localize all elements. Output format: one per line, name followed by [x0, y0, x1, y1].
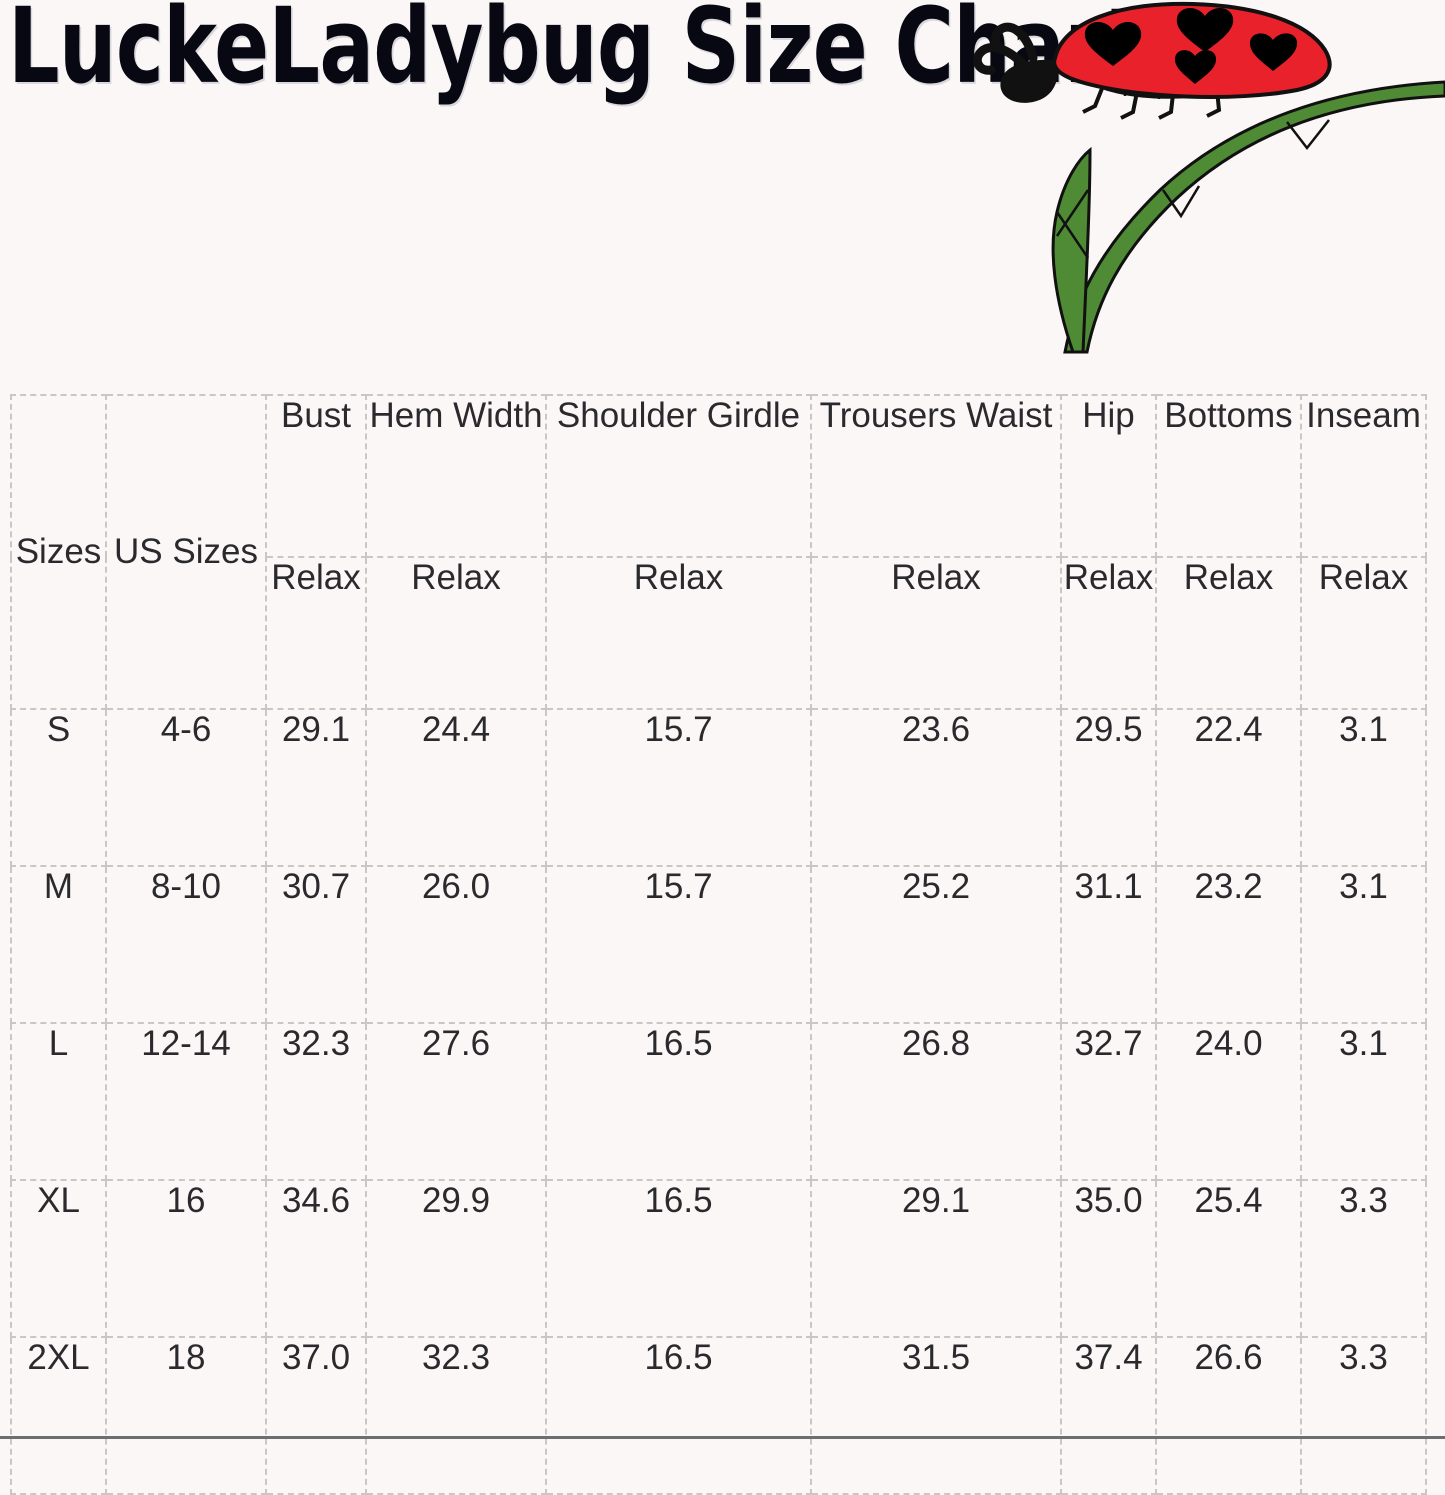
table-row: S 4-6 29.1 24.4 15.7 23.6 29.5 22.4 3.1: [10, 708, 1427, 867]
cell-bust: 29.1: [265, 708, 367, 867]
header-row-fit-type: Relax Relax Relax Relax Relax Relax Rela…: [11, 556, 1427, 710]
table-header: Sizes US Sizes Bust Hem Width Shoulder G…: [10, 394, 1427, 710]
ladybug-shell-icon: [1052, 1, 1332, 99]
size-chart-table-container: Sizes US Sizes Bust Hem Width Shoulder G…: [0, 380, 1445, 1495]
header-bottoms: Bottoms: [1155, 394, 1302, 558]
table-body: S 4-6 29.1 24.4 15.7 23.6 29.5 22.4 3.1 …: [10, 708, 1427, 1495]
cell-hip: 35.0: [1060, 1179, 1157, 1338]
header-band: LuckeLadybug Size Chart: [0, 0, 1445, 380]
cell-bust: 37.0: [265, 1336, 367, 1495]
header-trousers-waist: Trousers Waist: [810, 394, 1062, 558]
subheader-trousers-waist-fit: Relax: [810, 556, 1062, 710]
size-chart-table: Sizes US Sizes Bust Hem Width Shoulder G…: [10, 394, 1427, 1495]
bottom-divider: [0, 1436, 1445, 1439]
subheader-hem-width-fit: Relax: [365, 556, 547, 710]
cell-hem: 24.4: [365, 708, 547, 867]
stem-icon: [1051, 80, 1445, 354]
header-sizes: Sizes: [10, 394, 107, 710]
header-hip: Hip: [1060, 394, 1157, 558]
cell-bust: 32.3: [265, 1022, 367, 1181]
heart-spot-icon: [1084, 7, 1298, 84]
cell-trousers: 29.1: [810, 1179, 1062, 1338]
cell-size: L: [10, 1022, 107, 1181]
cell-us-size: 12-14: [105, 1022, 267, 1181]
cell-size: S: [10, 708, 107, 867]
cell-inseam: 3.1: [1300, 708, 1427, 867]
cell-hip: 31.1: [1060, 865, 1157, 1024]
table-row: XL 16 34.6 29.9 16.5 29.1 35.0 25.4 3.3: [10, 1179, 1427, 1338]
cell-hem: 26.0: [365, 865, 547, 1024]
cell-bust: 30.7: [265, 865, 367, 1024]
cell-us-size: 4-6: [105, 708, 267, 867]
cell-hem: 27.6: [365, 1022, 547, 1181]
cell-inseam: 3.3: [1300, 1179, 1427, 1338]
cell-hip: 29.5: [1060, 708, 1157, 867]
header-us-sizes: US Sizes: [105, 394, 267, 710]
cell-shoulder: 16.5: [545, 1022, 812, 1181]
ladybug-head-icon: [972, 22, 1058, 103]
table-row: 2XL 18 37.0 32.3 16.5 31.5 37.4 26.6 3.3: [10, 1336, 1427, 1495]
cell-bust: 34.6: [265, 1179, 367, 1338]
cell-size: M: [10, 865, 107, 1024]
cell-bottoms: 22.4: [1155, 708, 1302, 867]
ladybug-on-stem-illustration: [972, 1, 1445, 354]
table-row: L 12-14 32.3 27.6 16.5 26.8 32.7 24.0 3.…: [10, 1022, 1427, 1181]
cell-us-size: 18: [105, 1336, 267, 1495]
cell-bottoms: 24.0: [1155, 1022, 1302, 1181]
cell-trousers: 26.8: [810, 1022, 1062, 1181]
subheader-bottoms-fit: Relax: [1155, 556, 1302, 710]
cell-shoulder: 16.5: [545, 1179, 812, 1338]
cell-us-size: 16: [105, 1179, 267, 1338]
cell-hip: 37.4: [1060, 1336, 1157, 1495]
table-row: M 8-10 30.7 26.0 15.7 25.2 31.1 23.2 3.1: [10, 865, 1427, 1024]
cell-bottoms: 25.4: [1155, 1179, 1302, 1338]
cell-us-size: 8-10: [105, 865, 267, 1024]
cell-shoulder: 15.7: [545, 708, 812, 867]
cell-hip: 32.7: [1060, 1022, 1157, 1181]
header-bust: Bust: [265, 394, 367, 558]
cell-trousers: 25.2: [810, 865, 1062, 1024]
subheader-bust-fit: Relax: [265, 556, 367, 710]
cell-trousers: 31.5: [810, 1336, 1062, 1495]
subheader-inseam-fit: Relax: [1300, 556, 1427, 710]
cell-bottoms: 26.6: [1155, 1336, 1302, 1495]
cell-size: XL: [10, 1179, 107, 1338]
header-shoulder-girdle: Shoulder Girdle: [545, 394, 812, 558]
cell-size: 2XL: [10, 1336, 107, 1495]
header-inseam: Inseam: [1300, 394, 1427, 558]
page-title: LuckeLadybug Size Chart: [8, 0, 1142, 107]
cell-hem: 32.3: [365, 1336, 547, 1495]
header-row-measure-names: Sizes US Sizes Bust Hem Width Shoulder G…: [10, 394, 1427, 710]
cell-inseam: 3.1: [1300, 865, 1427, 1024]
subheader-shoulder-girdle-fit: Relax: [545, 556, 812, 710]
header-hem-width: Hem Width: [365, 394, 547, 558]
cell-inseam: 3.3: [1300, 1336, 1427, 1495]
subheader-hip-fit: Relax: [1060, 556, 1157, 710]
cell-hem: 29.9: [365, 1179, 547, 1338]
cell-shoulder: 15.7: [545, 865, 812, 1024]
cell-shoulder: 16.5: [545, 1336, 812, 1495]
cell-bottoms: 23.2: [1155, 865, 1302, 1024]
cell-trousers: 23.6: [810, 708, 1062, 867]
cell-inseam: 3.1: [1300, 1022, 1427, 1181]
